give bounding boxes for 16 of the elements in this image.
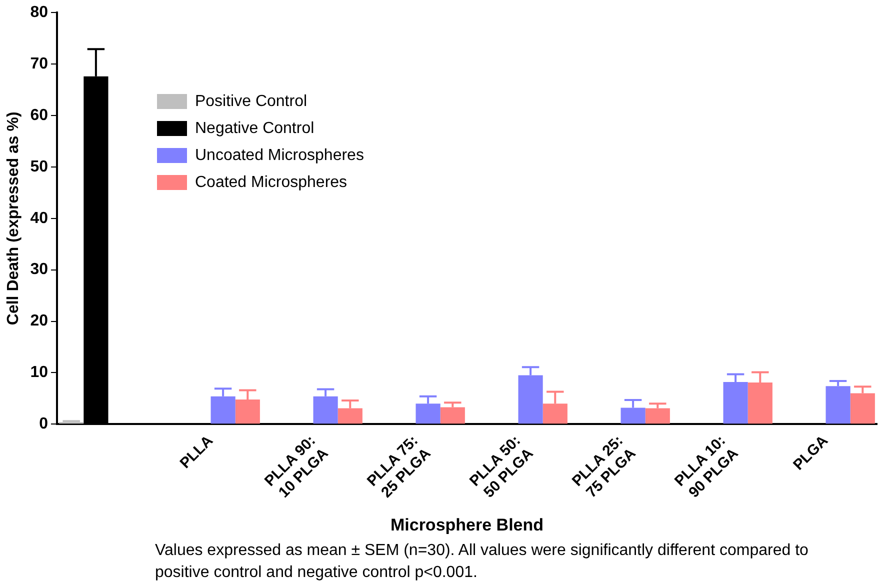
y-tick-label: 0	[39, 416, 48, 433]
x-axis-title: Microsphere Blend	[390, 515, 544, 534]
y-tick-label: 50	[30, 158, 48, 176]
legend-label: Uncoated Microspheres	[194, 146, 364, 166]
text: Values expressed as mean ± SEM (n=30). All values were significantly different compared to positive control and negative control p<0.001.	[155, 541, 810, 583]
legend-label: Negative Control	[194, 118, 314, 139]
legend-label: Positive Control	[194, 92, 308, 112]
y-tick-label: 70	[30, 55, 48, 72]
y-tick-label: 80	[30, 4, 48, 22]
y-tick-label: 20	[30, 312, 48, 330]
y-tick-label: 40	[30, 210, 48, 227]
y-tick-label: 30	[30, 261, 48, 278]
y-tick-label: 10	[30, 364, 48, 382]
legend-label: Coated Microspheres	[194, 172, 348, 193]
y-tick-label: 60	[30, 106, 48, 124]
y-axis-title: Cell Death (expressed as %)	[5, 112, 22, 326]
